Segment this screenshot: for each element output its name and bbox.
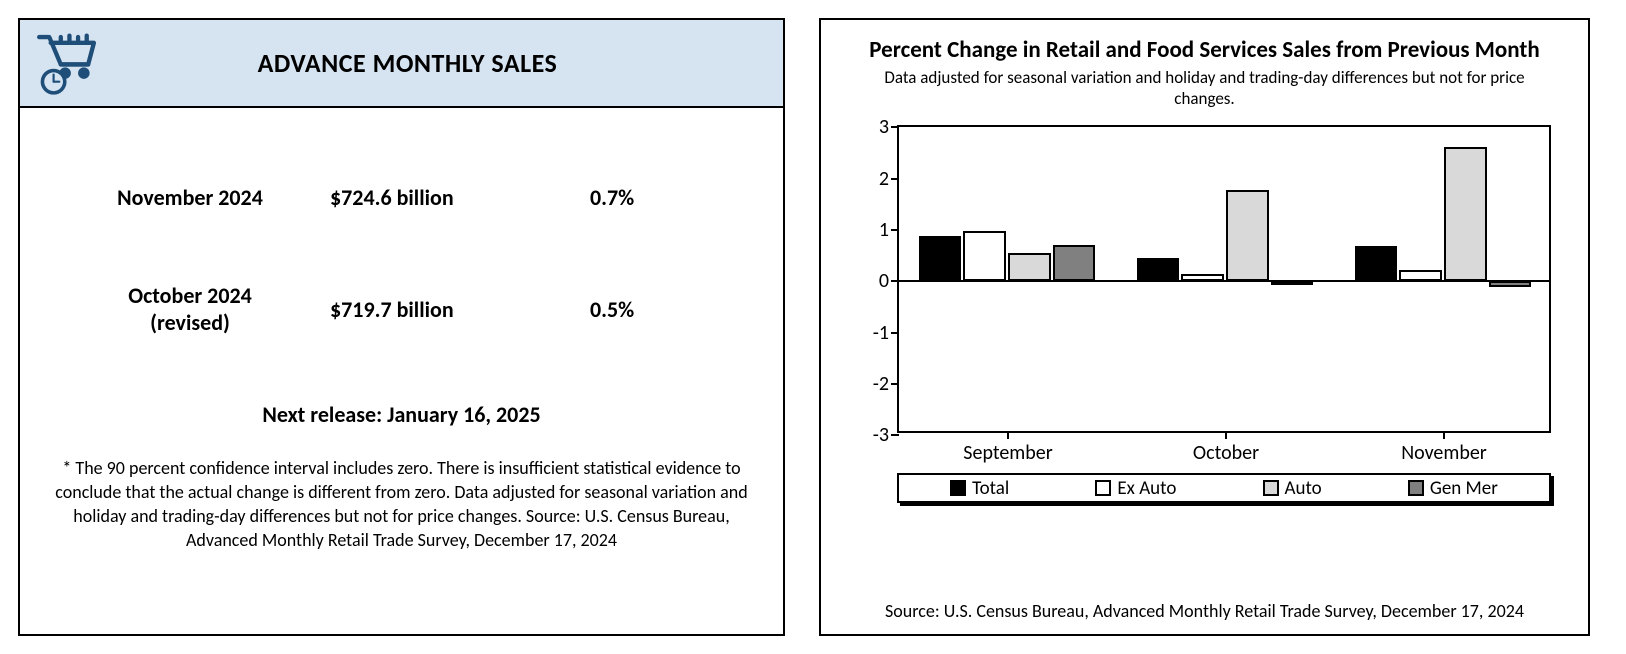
value-label: $719.7 billion xyxy=(330,296,590,323)
footnote: * The 90 percent confidence interval inc… xyxy=(50,456,753,553)
y-tick-label: 3 xyxy=(879,115,889,139)
bar xyxy=(1271,281,1314,285)
value-label: $724.6 billion xyxy=(330,184,590,211)
legend-swatch xyxy=(1095,480,1111,496)
bar xyxy=(1181,274,1224,282)
legend-item: Ex Auto xyxy=(1095,477,1176,500)
bar xyxy=(1399,270,1442,281)
legend-item: Gen Mer xyxy=(1408,477,1498,500)
y-tick-mark xyxy=(891,126,899,128)
x-label: September xyxy=(963,441,1052,465)
pct-label: 0.5% xyxy=(590,296,710,323)
bar xyxy=(1053,245,1096,281)
x-tick-mark xyxy=(1007,431,1009,439)
y-tick-mark xyxy=(891,280,899,282)
sales-panel-title: ADVANCE MONTHLY SALES xyxy=(104,47,771,79)
y-tick-label: 2 xyxy=(879,167,889,191)
data-row: November 2024 $724.6 billion 0.7% xyxy=(50,184,753,212)
month-label: October 2024 (revised) xyxy=(50,282,330,337)
pct-label: 0.7% xyxy=(590,184,710,211)
bar xyxy=(919,236,962,281)
sales-panel: ADVANCE MONTHLY SALES November 2024 $724… xyxy=(18,18,785,636)
month-text: November 2024 xyxy=(117,184,263,211)
y-tick-mark xyxy=(891,229,899,231)
month-text: October 2024 xyxy=(128,282,252,309)
y-tick-label: -2 xyxy=(873,372,889,396)
bar xyxy=(1137,258,1180,281)
data-row: October 2024 (revised) $719.7 billion 0.… xyxy=(50,282,753,337)
chart-panel: Percent Change in Retail and Food Servic… xyxy=(819,18,1590,636)
y-tick-mark xyxy=(891,332,899,334)
month-text-line2: (revised) xyxy=(150,309,230,336)
bar xyxy=(1444,147,1487,281)
legend-label: Total xyxy=(972,477,1009,500)
x-tick-mark xyxy=(1443,431,1445,439)
next-release: Next release: January 16, 2025 xyxy=(50,401,753,428)
y-tick-mark xyxy=(891,178,899,180)
sales-panel-header: ADVANCE MONTHLY SALES xyxy=(20,20,783,108)
bar xyxy=(1355,246,1398,281)
legend-label: Auto xyxy=(1285,477,1322,500)
y-tick-mark xyxy=(891,383,899,385)
bar xyxy=(1489,281,1532,287)
y-tick-mark xyxy=(891,434,899,436)
legend-swatch xyxy=(950,480,966,496)
plot-frame: -3-2-10123SeptemberOctoberNovember xyxy=(897,125,1551,433)
x-label: October xyxy=(1193,441,1259,465)
chart-subtitle: Data adjusted for seasonal variation and… xyxy=(839,67,1570,110)
chart-area: -3-2-10123SeptemberOctoberNovemberTotalE… xyxy=(839,115,1574,599)
cart-clock-icon xyxy=(32,27,104,99)
bar xyxy=(1226,190,1269,281)
chart-source: Source: U.S. Census Bureau, Advanced Mon… xyxy=(839,600,1570,623)
sales-panel-body: November 2024 $724.6 billion 0.7% Octobe… xyxy=(20,108,783,634)
y-tick-label: -3 xyxy=(873,423,889,447)
legend-item: Auto xyxy=(1263,477,1322,500)
x-tick-mark xyxy=(1225,431,1227,439)
chart-title: Percent Change in Retail and Food Servic… xyxy=(839,32,1570,67)
y-tick-label: 1 xyxy=(879,218,889,242)
y-tick-label: 0 xyxy=(879,269,889,293)
legend-label: Ex Auto xyxy=(1117,477,1176,500)
bar xyxy=(963,231,1006,281)
y-tick-label: -1 xyxy=(873,321,889,345)
month-label: November 2024 xyxy=(50,184,330,212)
legend-label: Gen Mer xyxy=(1430,477,1498,500)
x-label: November xyxy=(1401,441,1487,465)
bar xyxy=(1008,253,1051,281)
legend: Total Ex Auto Auto Gen Mer xyxy=(897,473,1551,503)
legend-swatch xyxy=(1263,480,1279,496)
legend-swatch xyxy=(1408,480,1424,496)
legend-item: Total xyxy=(950,477,1009,500)
